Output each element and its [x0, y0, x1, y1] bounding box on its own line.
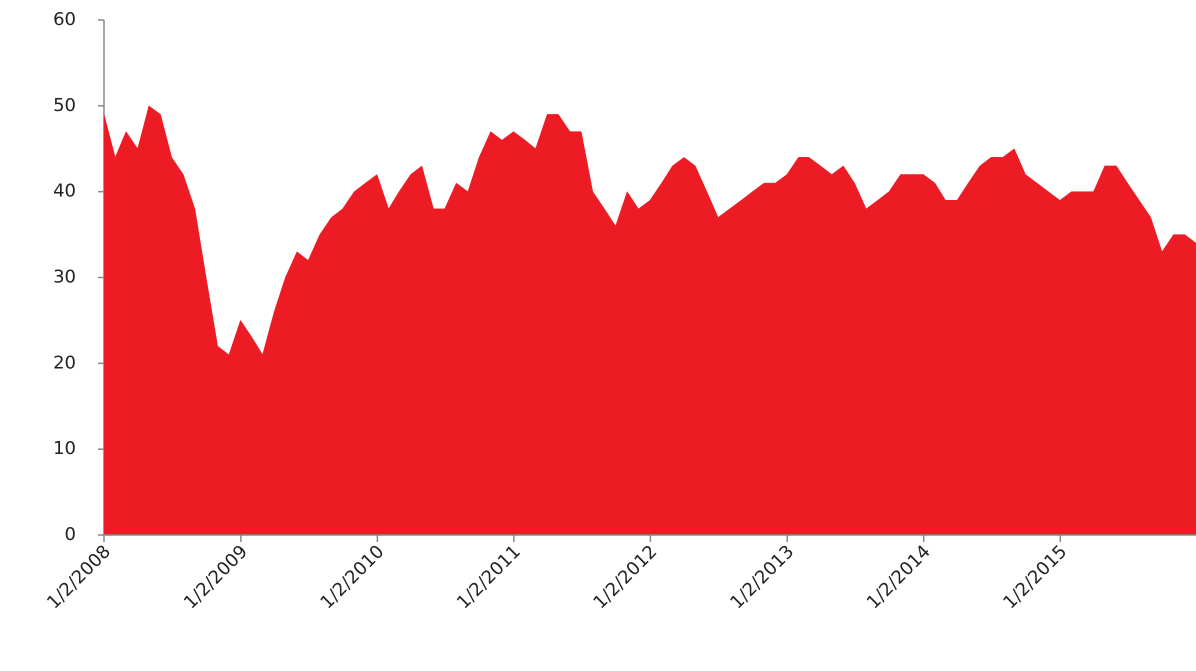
y-tick-label: 0	[65, 524, 76, 545]
y-tick-label: 40	[53, 181, 76, 202]
y-tick-label: 60	[53, 9, 76, 30]
x-tick-label: 1/2/2015	[999, 541, 1071, 613]
x-tick-label: 1/2/2010	[316, 541, 388, 613]
area	[103, 105, 1196, 536]
x-tick-label: 1/2/2012	[589, 541, 661, 613]
y-tick-label: 30	[53, 267, 76, 288]
x-tick-label: 1/2/2009	[180, 541, 252, 613]
y-tick-label: 10	[53, 438, 76, 459]
x-tick-label: 1/2/2013	[726, 541, 798, 613]
y-tick-label: 20	[53, 352, 76, 373]
x-tick-label: 1/2/2008	[43, 541, 115, 613]
y-tick-label: 50	[53, 95, 76, 116]
x-tick-label: 1/2/2014	[863, 541, 935, 613]
x-tick-label: 1/2/2011	[453, 541, 525, 613]
